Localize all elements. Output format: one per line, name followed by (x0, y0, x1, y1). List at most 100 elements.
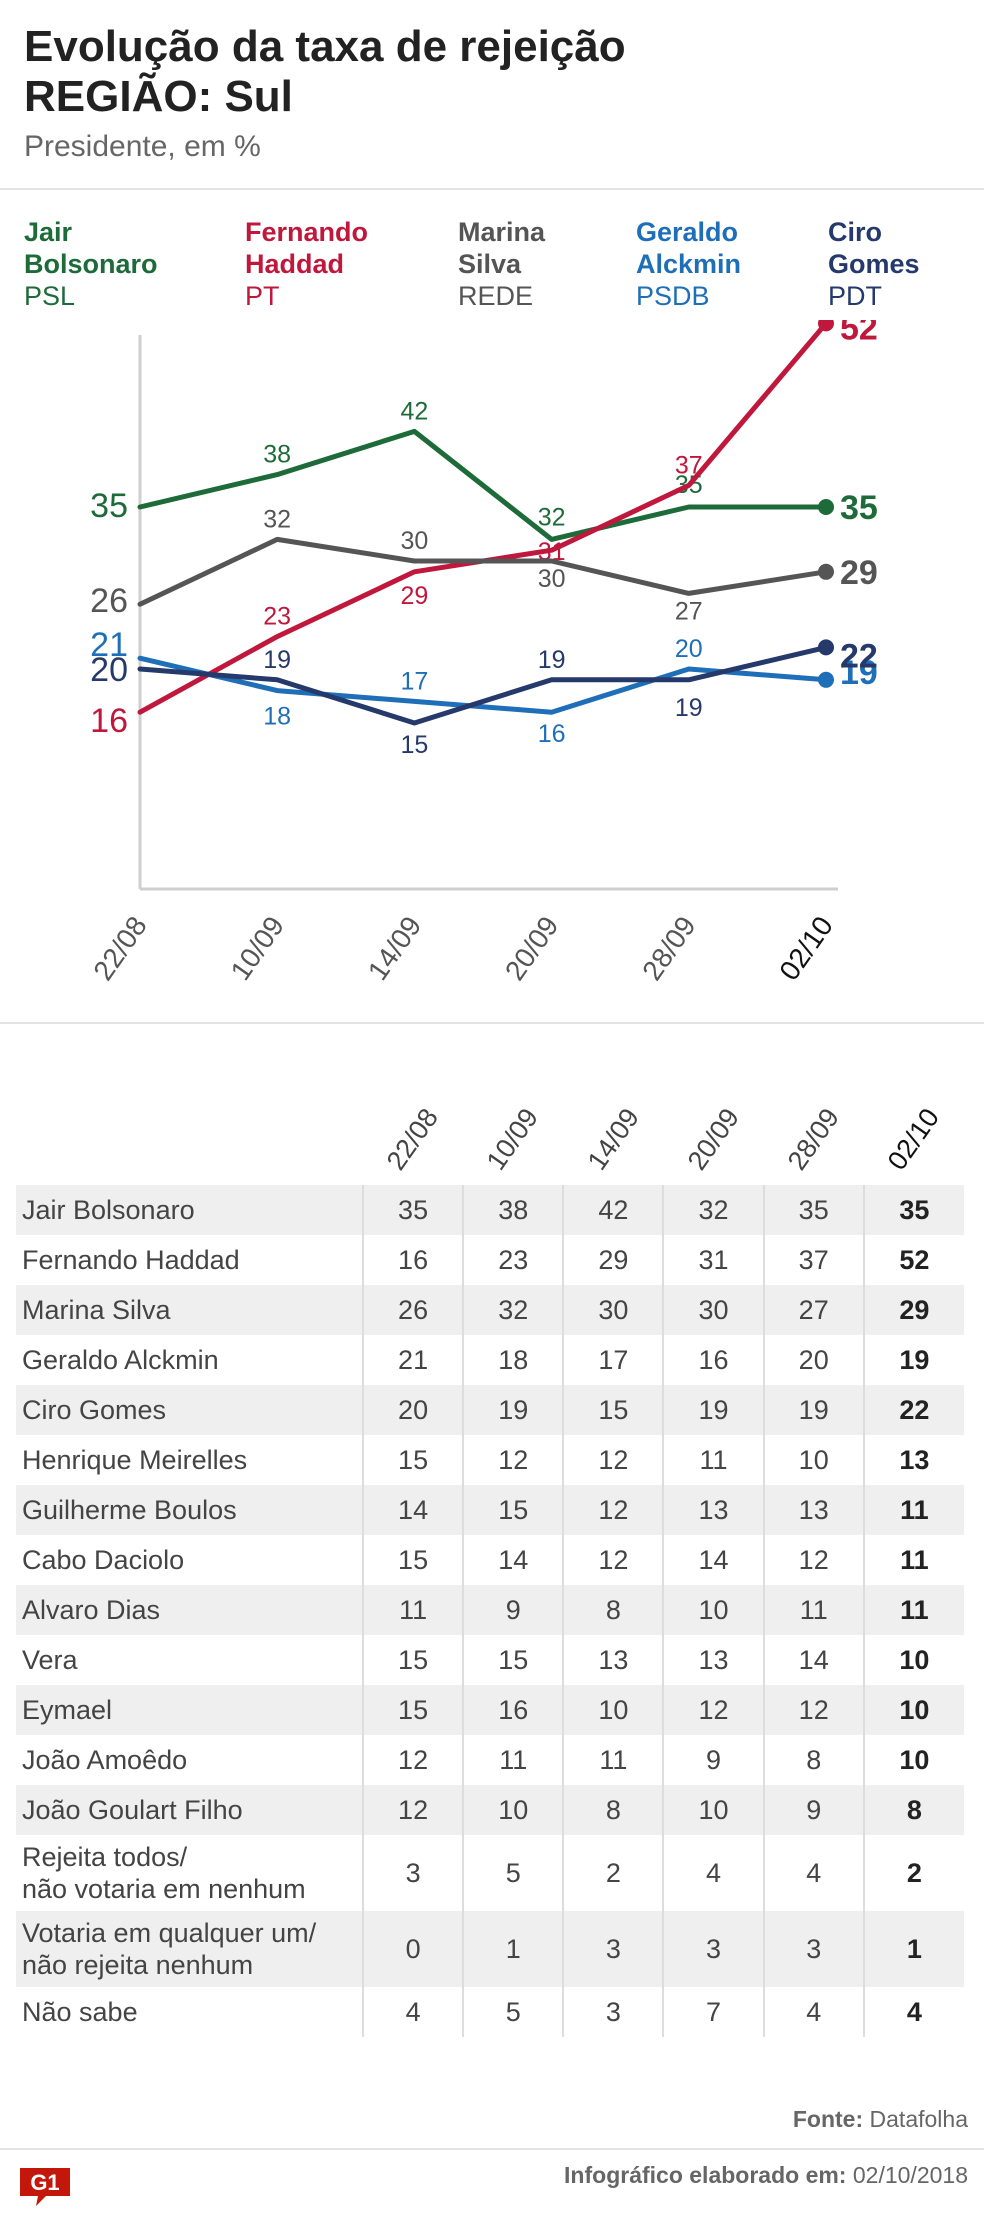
legend-name-line1: Ciro (828, 217, 882, 247)
table-cell: 4 (862, 1987, 964, 2037)
table-row: Henrique Meirelles 15 12 12 11 10 13 (16, 1435, 964, 1485)
data-label-end: 35 (840, 489, 878, 527)
row-label: Não sabe (22, 1996, 138, 2027)
row-label: Votaria em qualquer um/não rejeita nenhu… (16, 1911, 363, 1987)
table-cell: 15 (361, 1535, 464, 1585)
source-label: Fonte: (792, 2106, 864, 2132)
table-cell: 26 (361, 1285, 464, 1335)
data-label-end: 22 (840, 637, 878, 675)
table-cell: 11 (462, 1735, 564, 1785)
table-row: Marina Silva 26 32 30 30 27 29 (16, 1285, 964, 1335)
data-label-end: 19 (840, 654, 878, 692)
page-title: Evolução da taxa de rejeição REGIÃO: Sul (24, 22, 626, 122)
row-label: Rejeita todos/não votaria em nenhum (16, 1835, 363, 1911)
row-label: João Amoêdo (22, 1744, 188, 1775)
table-cell: 11 (662, 1435, 764, 1485)
row-label-line2: não votaria em nenhum (22, 1874, 306, 1904)
data-label: 27 (675, 597, 703, 625)
data-label: 37 (675, 451, 703, 479)
x-tick-label: 28/09 (636, 911, 702, 986)
table-cell: 16 (662, 1335, 764, 1385)
table-header-date: 28/09 (781, 1102, 845, 1176)
table-cell: 18 (462, 1335, 564, 1385)
table-row: João Goulart Filho 12 10 8 10 9 8 (16, 1785, 964, 1835)
table-cell: 14 (762, 1635, 864, 1685)
table-cell: 42 (562, 1185, 664, 1235)
table-cell: 17 (562, 1335, 664, 1385)
series-line-3 (137, 655, 829, 715)
legend-item-ciro: Ciro Gomes PDT (828, 216, 984, 312)
table-cell: 5 (462, 1835, 564, 1911)
table-cell: 13 (662, 1485, 764, 1535)
x-tick-label: 20/09 (499, 911, 565, 986)
logo-text: G1 (30, 2170, 59, 2195)
table-cell: 29 (862, 1285, 964, 1335)
table-cell: 13 (862, 1435, 964, 1485)
series-end-marker-1 (818, 320, 834, 332)
x-tick-label: 22/08 (87, 911, 153, 986)
series-end-marker-0 (818, 499, 834, 515)
table-cell: 14 (662, 1535, 764, 1585)
legend-item-marina: Marina Silva REDE (458, 216, 628, 312)
table-cell: 16 (361, 1235, 464, 1285)
table-cell: 19 (762, 1385, 864, 1435)
row-label: Vera (22, 1644, 78, 1675)
table-cell: 19 (662, 1385, 764, 1435)
table-cell: 4 (662, 1835, 764, 1911)
data-label: 19 (263, 646, 291, 674)
table-header-date: 02/10 (881, 1102, 946, 1176)
legend-party: PSL (24, 281, 76, 311)
data-label-start: 21 (90, 626, 128, 664)
table-cell: 11 (862, 1485, 964, 1535)
legend-name-line2: Gomes (828, 249, 920, 279)
table-header-date: 20/09 (681, 1102, 745, 1176)
table-cell: 38 (462, 1185, 564, 1235)
legend-party: PSDB (636, 281, 710, 311)
row-label: Alvaro Dias (16, 1585, 363, 1635)
table-cell: 30 (662, 1285, 764, 1335)
data-label: 20 (675, 635, 703, 663)
table-cell: 10 (662, 1585, 764, 1635)
legend-name-line2: Bolsonaro (24, 249, 158, 279)
table-cell: 52 (862, 1235, 964, 1285)
table-cell: 15 (462, 1485, 564, 1535)
legend-name-line1: Fernando (245, 217, 369, 247)
data-label: 30 (538, 565, 566, 593)
table-cell: 5 (462, 1987, 564, 2037)
table-body: Jair Bolsonaro 35 38 42 32 35 35 Fernando Hadda… (16, 1185, 964, 2037)
table-cell: 11 (361, 1585, 464, 1635)
table-cell: 12 (562, 1485, 664, 1535)
table-cell: 27 (762, 1285, 864, 1335)
legend-name-line2: Alckmin (636, 249, 742, 279)
table-header-date: 10/09 (481, 1102, 545, 1176)
table-cell: 12 (361, 1785, 464, 1835)
table-header-empty (16, 1060, 363, 1185)
table-cell: 35 (361, 1185, 464, 1235)
table-cell: 10 (662, 1785, 764, 1835)
series-end-marker-2 (818, 563, 834, 580)
x-tick-label: 02/10 (773, 911, 839, 986)
table-cell: 12 (762, 1685, 864, 1735)
row-label: Eymael (16, 1685, 363, 1735)
table-cell: 12 (562, 1535, 664, 1585)
row-label-line2: não rejeita nenhum (22, 1950, 254, 1980)
credit-value: 02/10/2018 (852, 2162, 968, 2188)
series-line-2 (137, 536, 829, 607)
table-cell: 12 (762, 1535, 864, 1585)
row-label: João Goulart Filho (16, 1785, 363, 1835)
header-divider (0, 188, 984, 190)
legend-item-haddad: Fernando Haddad PT (245, 216, 415, 312)
series-line-1 (137, 320, 829, 715)
table-cell: 3 (662, 1911, 764, 1987)
series-end-marker-3 (818, 671, 834, 688)
legend-name-line2: Haddad (245, 249, 345, 279)
table-cell: 32 (462, 1285, 564, 1335)
row-label-line1: Rejeita todos/ (22, 1842, 188, 1872)
table-cell: 30 (562, 1285, 664, 1335)
table-cell: 15 (361, 1685, 464, 1735)
series-end-marker-4 (818, 639, 834, 656)
table-cell: 22 (862, 1385, 964, 1435)
x-tick-label: 10/09 (225, 911, 291, 986)
table-row: Guilherme Boulos 14 15 12 13 13 11 (16, 1485, 964, 1535)
table-cell: 4 (762, 1835, 864, 1911)
